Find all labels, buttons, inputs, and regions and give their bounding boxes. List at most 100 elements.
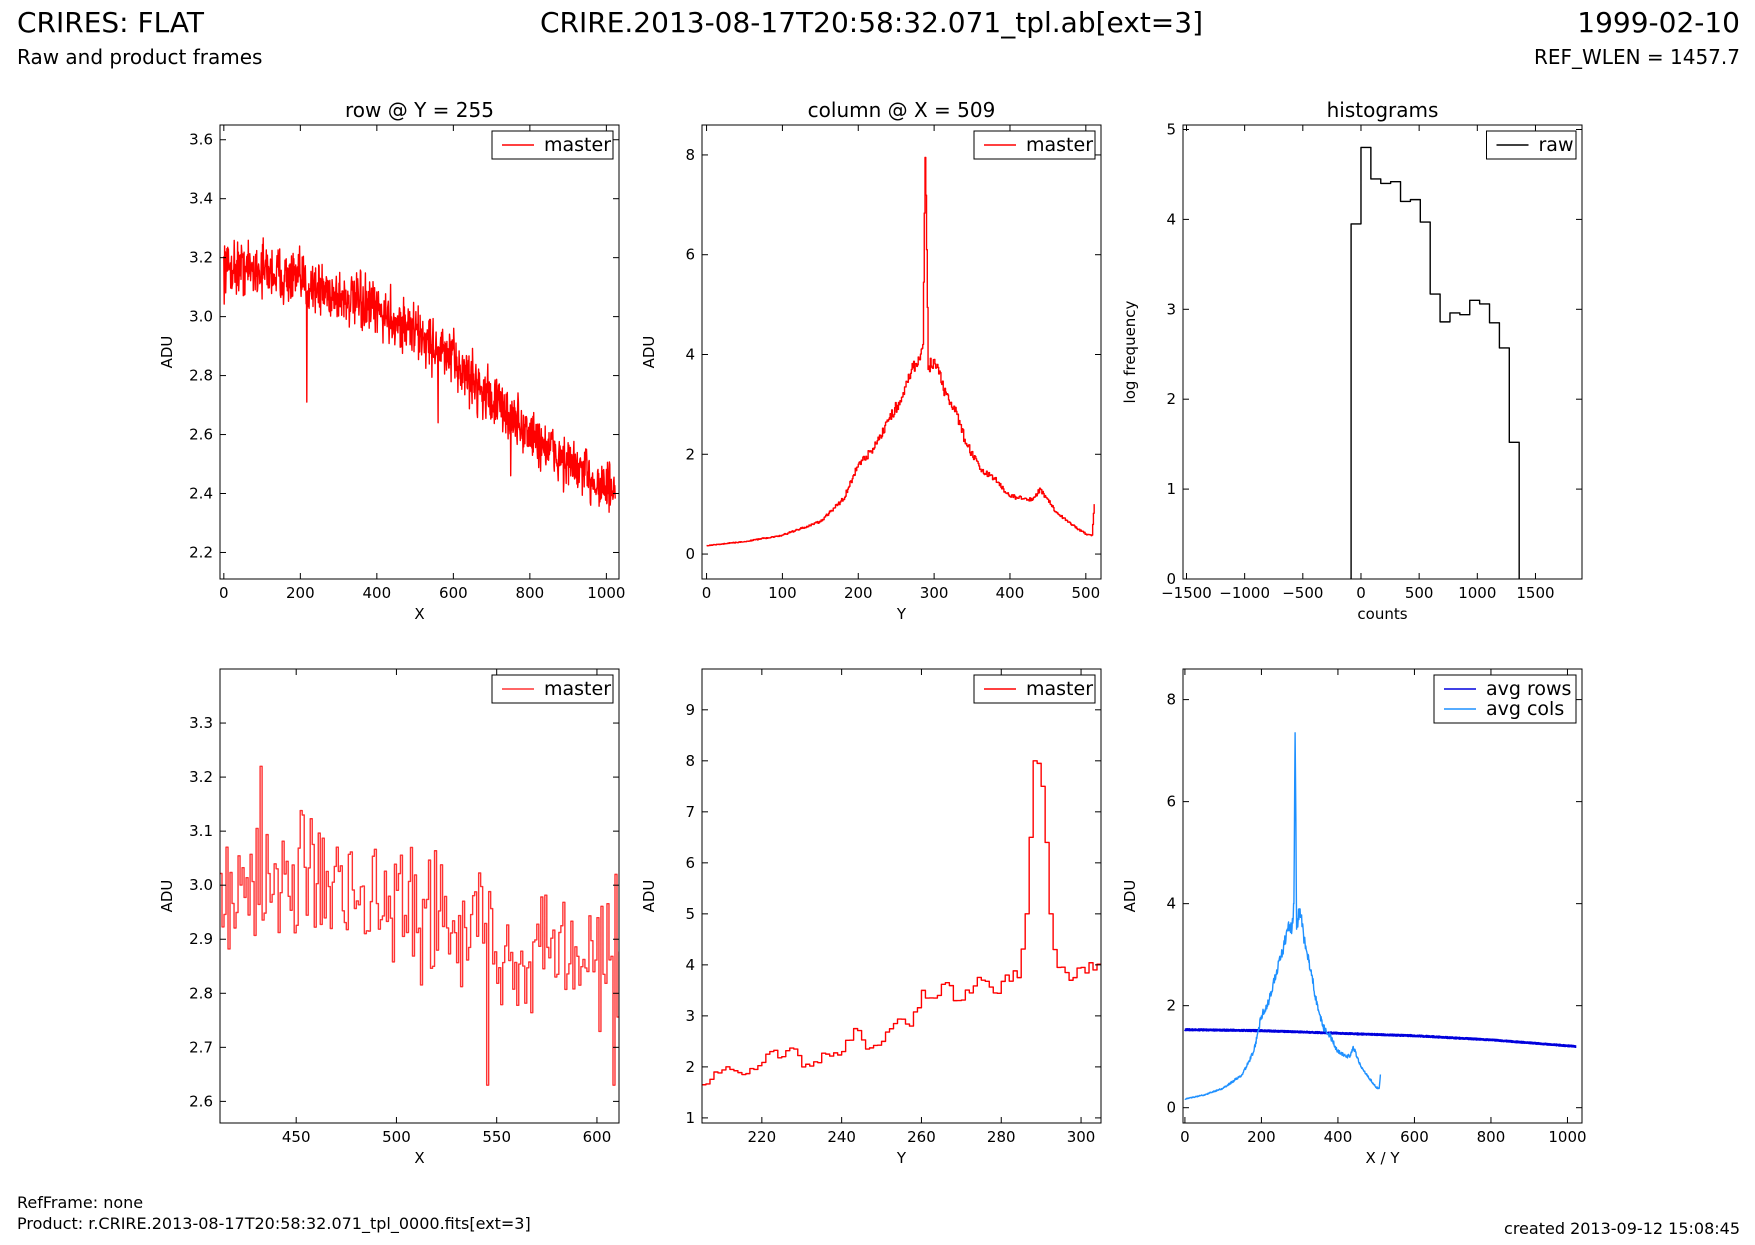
x-tick-label: 400 <box>363 584 392 602</box>
x-tick-label: 550 <box>482 1128 511 1146</box>
y-tick-label: 6 <box>1166 793 1176 811</box>
y-tick-label: 2 <box>685 1058 695 1076</box>
ref-wavelength: REF_WLEN = 1457.7 <box>1533 45 1740 69</box>
y-tick-label: 3 <box>685 1007 695 1025</box>
x-tick-label: 400 <box>1324 1128 1353 1146</box>
product-label: Product: r.CRIRE.2013-08-17T20:58:32.071… <box>17 1214 531 1233</box>
x-tick-label: 400 <box>996 584 1025 602</box>
x-tick-label: 1000 <box>1458 584 1496 602</box>
y-axis-label: ADU <box>158 336 176 369</box>
x-tick-label: −1500 <box>1161 584 1212 602</box>
x-tick-label: 0 <box>1356 584 1366 602</box>
x-axis-label: counts <box>1357 605 1407 623</box>
y-tick-label: 2 <box>685 445 695 463</box>
y-tick-label: 6 <box>685 246 695 264</box>
y-tick-label: 3.1 <box>189 822 213 840</box>
y-tick-label: 0 <box>1166 1099 1176 1117</box>
x-axis-label: Y <box>896 1149 907 1167</box>
chart-row-full: 0 200 400 600 800 1000 2.2 2.4 2.6 2.8 3.0 3.2 3.4 3.… <box>158 98 625 623</box>
series-master <box>702 760 1101 1086</box>
page-title: CRIRES: FLAT <box>17 6 204 39</box>
x-tick-label: 100 <box>768 584 797 602</box>
y-tick-label: 2.2 <box>189 543 213 561</box>
plot-area <box>702 760 1101 1086</box>
y-tick-label: 3.2 <box>189 768 213 786</box>
y-tick-label: 4 <box>1166 210 1176 228</box>
x-tick-label: 200 <box>844 584 873 602</box>
y-tick-label: 1 <box>685 1109 695 1127</box>
x-tick-label: −1000 <box>1219 584 1270 602</box>
x-axis-label: X <box>414 1149 424 1167</box>
x-tick-label: 0 <box>219 584 229 602</box>
plot-area <box>223 237 616 513</box>
plot-frame <box>219 124 620 580</box>
chart-col-zoom: 220 240 260 280 300 1 2 3 4 5 6 7 8 9 Y ADU master <box>640 668 1102 1167</box>
legend-label: master <box>544 678 611 700</box>
y-tick-label: 3.0 <box>189 876 213 894</box>
chart-title: histograms <box>1327 98 1439 122</box>
y-tick-label: 3.2 <box>189 249 213 267</box>
y-axis-label: ADU <box>1121 880 1139 913</box>
chart-title: row @ Y = 255 <box>345 98 494 122</box>
x-tick-label: 0 <box>1180 1128 1190 1146</box>
legend-box <box>491 674 614 704</box>
x-tick-label: 800 <box>516 584 545 602</box>
y-tick-label: 3.6 <box>189 131 213 149</box>
x-tick-label: 600 <box>1400 1128 1429 1146</box>
x-tick-label: 1500 <box>1516 584 1554 602</box>
y-tick-label: 1 <box>1166 480 1176 498</box>
y-tick-label: 7 <box>685 803 695 821</box>
y-axis-label: log frequency <box>1121 300 1139 403</box>
y-axis-label: ADU <box>640 336 658 369</box>
y-tick-label: 8 <box>685 752 695 770</box>
legend-label: master <box>544 134 611 156</box>
legend-label: raw <box>1539 134 1574 156</box>
legend-label: master <box>1026 134 1093 156</box>
x-tick-label: 280 <box>987 1128 1016 1146</box>
x-tick-label: 600 <box>439 584 468 602</box>
x-tick-label: 200 <box>286 584 315 602</box>
x-tick-label: 1000 <box>587 584 625 602</box>
y-tick-label: 2.9 <box>189 930 213 948</box>
x-tick-label: 0 <box>702 584 712 602</box>
y-tick-label: 2.7 <box>189 1038 213 1056</box>
y-tick-label: 5 <box>685 905 695 923</box>
y-tick-label: 5 <box>1166 120 1176 138</box>
x-tick-label: 800 <box>1477 1128 1506 1146</box>
y-axis-label: ADU <box>640 880 658 913</box>
x-tick-label: 200 <box>1247 1128 1276 1146</box>
legend-label: avg rows <box>1486 678 1571 700</box>
chart-title: column @ X = 509 <box>808 98 996 122</box>
chart-row-zoom: 450 500 550 600 2.6 2.7 2.8 2.9 3.0 3.1 3.2 3.3 X ADU… <box>158 668 620 1167</box>
y-tick-label: 2 <box>1166 997 1176 1015</box>
x-axis-label: X / Y <box>1365 1149 1400 1167</box>
y-tick-label: 2.6 <box>189 1092 213 1110</box>
y-tick-label: 6 <box>685 854 695 872</box>
x-tick-label: 240 <box>827 1128 856 1146</box>
plot-frame <box>701 124 1102 580</box>
y-tick-label: 4 <box>685 956 695 974</box>
y-tick-label: 4 <box>1166 895 1176 913</box>
file-name: CRIRE.2013-08-17T20:58:32.071_tpl.ab[ext… <box>540 6 1204 39</box>
y-tick-label: 3.4 <box>189 190 213 208</box>
x-axis-label: X <box>414 605 424 623</box>
x-tick-label: −500 <box>1282 584 1323 602</box>
x-axis-label: Y <box>896 605 907 623</box>
series-master <box>706 156 1095 547</box>
y-axis-label: ADU <box>158 880 176 913</box>
legend-label: master <box>1026 678 1093 700</box>
x-tick-label: 450 <box>282 1128 311 1146</box>
x-tick-label: 500 <box>1072 584 1101 602</box>
legend: raw <box>1486 130 1577 160</box>
y-tick-label: 9 <box>685 701 695 719</box>
legend: master <box>491 674 614 704</box>
plot-frame <box>1182 124 1583 580</box>
y-tick-label: 2.4 <box>189 485 213 503</box>
x-tick-label: 500 <box>1405 584 1434 602</box>
plot-frame <box>701 668 1102 1124</box>
series-master <box>220 765 619 1086</box>
y-tick-label: 2.8 <box>189 984 213 1002</box>
y-tick-label: 8 <box>1166 691 1176 709</box>
y-tick-label: 2.6 <box>189 426 213 444</box>
